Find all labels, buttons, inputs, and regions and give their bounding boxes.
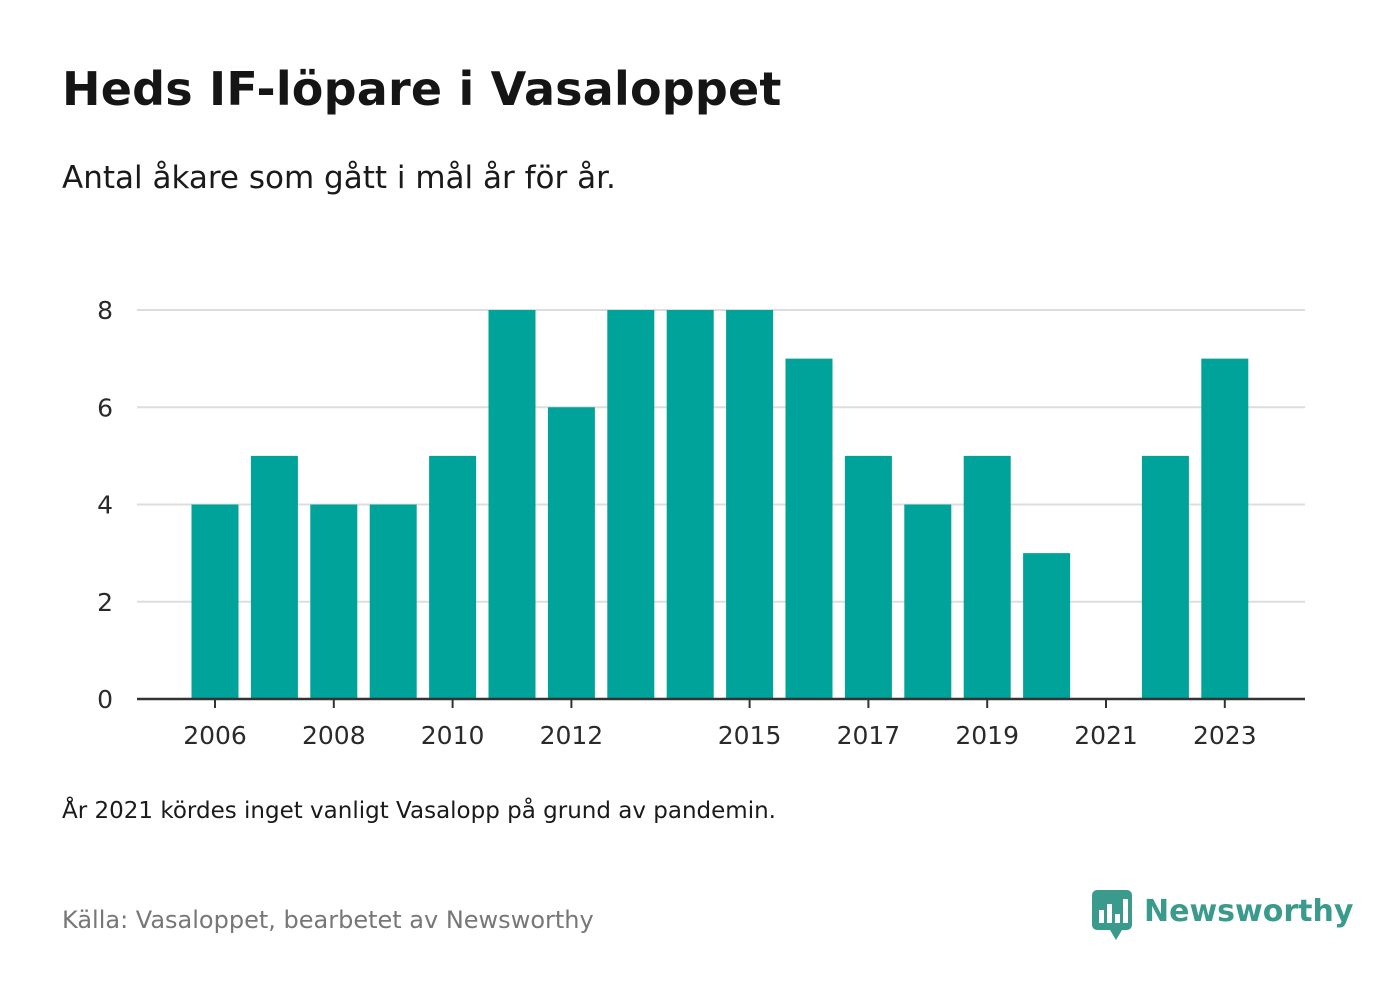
chart-title: Heds IF-löpare i Vasaloppet — [62, 62, 782, 116]
source-text: Källa: Vasaloppet, bearbetet av Newswort… — [62, 906, 594, 934]
brand-name: Newsworthy — [1144, 894, 1354, 929]
bar-2023 — [1201, 358, 1249, 699]
chart-subtitle: Antal åkare som gått i mål år för år. — [62, 160, 616, 196]
bar-2013 — [607, 310, 655, 699]
chart-note: År 2021 kördes inget vanligt Vasalopp på… — [62, 798, 776, 824]
bar-2017 — [844, 455, 892, 699]
bar-chart-speech-bubble-icon — [1092, 890, 1132, 940]
bar-2022 — [1141, 455, 1189, 699]
x-tick-label: 2010 — [421, 721, 485, 750]
x-tick-label: 2006 — [183, 721, 247, 750]
x-tick-label: 2012 — [540, 721, 604, 750]
bar-2015 — [726, 310, 774, 699]
bar-2006 — [191, 504, 239, 699]
bar-2011 — [488, 310, 536, 699]
bar-2014 — [666, 310, 714, 699]
y-tick-label: 0 — [97, 685, 113, 714]
bar-2020 — [1023, 553, 1071, 699]
bar-2010 — [429, 455, 477, 699]
x-tick-label: 2017 — [837, 721, 901, 750]
bar-2016 — [785, 358, 833, 699]
bar-2009 — [369, 504, 417, 699]
tick-labels: 0 2 4 6 8 2006 2008 2010 2012 2015 2017 2019 2021 202… — [97, 296, 1257, 750]
bar-2007 — [250, 455, 298, 699]
x-tick-label: 2015 — [718, 721, 782, 750]
bar-2019 — [963, 455, 1011, 699]
y-tick-label: 2 — [97, 588, 113, 617]
x-tick-label: 2019 — [955, 721, 1019, 750]
x-tick-label: 2008 — [302, 721, 366, 750]
bars — [191, 310, 1249, 699]
axes — [137, 697, 1305, 708]
bar-2012 — [547, 407, 595, 699]
bar-2008 — [310, 504, 358, 699]
y-tick-label: 6 — [97, 393, 113, 422]
bar-2018 — [904, 504, 952, 699]
x-tick-label: 2023 — [1193, 721, 1257, 750]
brand-logo: Newsworthy — [1092, 890, 1353, 946]
x-tick-label: 2021 — [1074, 721, 1138, 750]
y-tick-label: 8 — [97, 296, 113, 325]
y-tick-label: 4 — [97, 491, 113, 520]
bar-chart: 0 2 4 6 8 2006 2008 2010 2012 2015 2017 2019 2021 202… — [97, 296, 1305, 750]
